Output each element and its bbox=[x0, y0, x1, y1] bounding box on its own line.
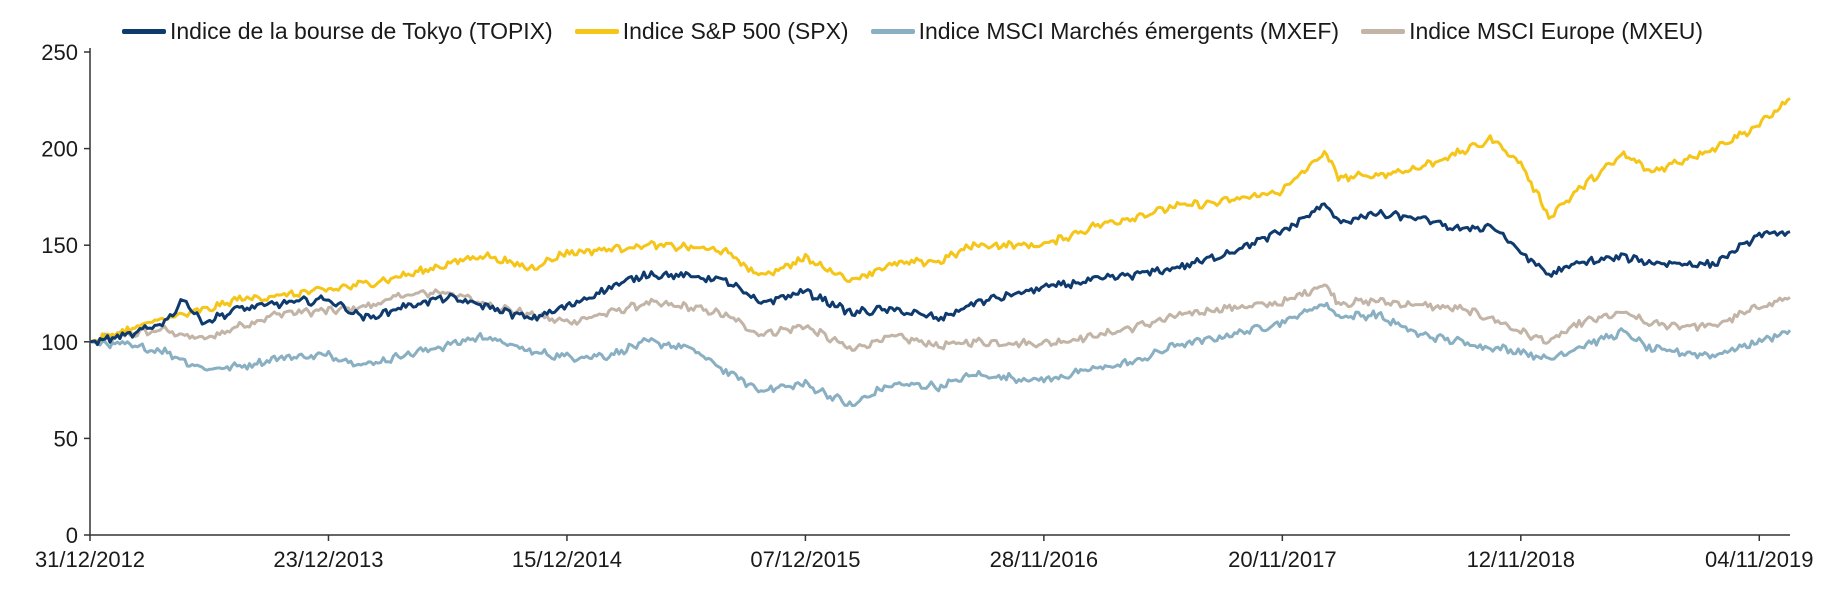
series-line-spx bbox=[89, 97, 1791, 344]
y-tick-label: 0 bbox=[66, 523, 78, 548]
y-axis: 0 50 100 150 200 250 bbox=[41, 40, 91, 548]
x-tick-label: 31/12/2012 bbox=[35, 547, 145, 572]
legend: Indice de la bourse de Tokyo (TOPIX) Ind… bbox=[122, 14, 1811, 48]
legend-label-topix: Indice de la bourse de Tokyo (TOPIX) bbox=[170, 17, 553, 44]
y-tick-label: 100 bbox=[41, 330, 78, 355]
plot-lines bbox=[89, 97, 1792, 408]
legend-item-spx: Indice S&P 500 (SPX) bbox=[574, 17, 849, 45]
legend-label-mxeu: Indice MSCI Europe (MXEU) bbox=[1409, 17, 1704, 44]
legend-swatch-mxeu bbox=[1361, 28, 1406, 34]
series-line-topix bbox=[89, 202, 1791, 347]
x-tick-label: 20/11/2017 bbox=[1228, 547, 1336, 572]
x-axis: 31/12/2012 23/12/2013 15/12/2014 07/12/2015… bbox=[35, 534, 1814, 572]
y-tick-label: 250 bbox=[41, 40, 78, 65]
y-tick-label: 200 bbox=[41, 137, 78, 162]
series-line-mxeu bbox=[89, 283, 1791, 352]
legend-swatch-mxef bbox=[870, 28, 915, 34]
x-tick-label: 28/11/2016 bbox=[990, 547, 1098, 572]
legend-label-mxef: Indice MSCI Marchés émergents (MXEF) bbox=[918, 17, 1340, 44]
x-tick-label: 12/11/2018 bbox=[1467, 547, 1575, 572]
series-line-mxef bbox=[89, 301, 1792, 408]
x-tick-label: 15/12/2014 bbox=[512, 547, 622, 572]
y-tick-label: 50 bbox=[54, 426, 78, 451]
x-tick-label: 07/12/2015 bbox=[750, 547, 860, 572]
x-tick-label: 04/11/2019 bbox=[1705, 547, 1813, 572]
legend-item-mxef: Indice MSCI Marchés émergents (MXEF) bbox=[870, 17, 1340, 45]
legend-swatch-spx bbox=[574, 28, 619, 34]
legend-swatch-topix bbox=[122, 28, 166, 34]
x-tick-label: 23/12/2013 bbox=[273, 547, 383, 572]
legend-item-mxeu: Indice MSCI Europe (MXEU) bbox=[1361, 18, 1703, 45]
y-tick-label: 150 bbox=[41, 233, 78, 258]
legend-label-spx: Indice S&P 500 (SPX) bbox=[622, 17, 849, 44]
legend-item-topix: Indice de la bourse de Tokyo (TOPIX) bbox=[122, 18, 553, 45]
